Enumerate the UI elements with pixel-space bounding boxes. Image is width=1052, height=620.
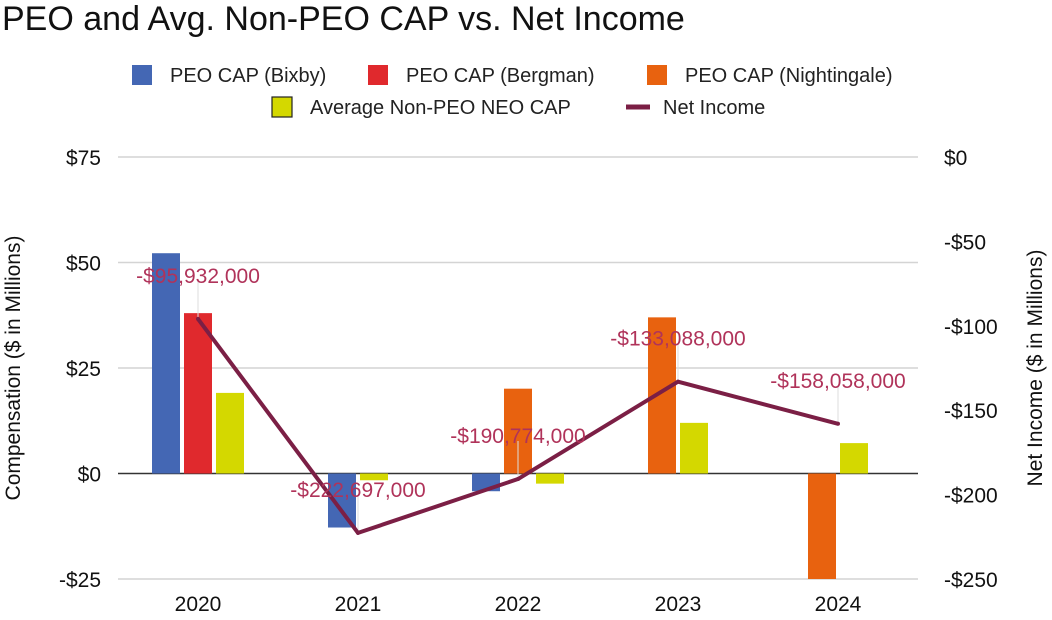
y-axis-title: Compensation ($ in Millions)	[2, 236, 25, 501]
legend-label-peo-cap-bergman: PEO CAP (Bergman)	[406, 65, 595, 87]
y-tick-label: $75	[66, 147, 101, 170]
legend-swatch-peo-cap-bixby	[132, 65, 152, 85]
net-income-point-2021	[356, 530, 360, 535]
legend-label-net-income: Net Income	[663, 97, 765, 119]
data-labels: -$95,932,000 -$222,697,000 -$190,774,000 -$…	[136, 265, 906, 502]
bar-peo-cap-bergman-2020	[184, 313, 212, 474]
y2-tick-label: -$200	[944, 485, 998, 508]
bar-peo-cap-nightingale-2024	[808, 473, 836, 579]
net-income-label-2022: -$190,774,000	[450, 425, 585, 448]
legend-label-peo-cap-bixby: PEO CAP (Bixby)	[170, 65, 326, 87]
axis-labels: $75 $50 $25 $0 -$25 $0 -$50 -$100 -$150 -$200 -$25…	[2, 147, 1047, 616]
bar-average-non-peo-neo-cap-2020	[216, 392, 244, 474]
legend-swatch-peo-cap-nightingale	[647, 65, 667, 85]
x-tick-label: 2020	[175, 593, 222, 616]
y-tick-label: $25	[66, 358, 101, 381]
legend-label-peo-cap-nightingale: PEO CAP (Nightingale)	[685, 65, 893, 87]
net-income-point-2020	[196, 316, 200, 321]
net-income-point-2022	[516, 477, 520, 482]
gridlines	[118, 156, 918, 580]
net-income-point-2023	[676, 379, 680, 384]
legend-swatch-peo-cap-bergman	[368, 65, 388, 85]
y2-tick-label: -$50	[944, 231, 986, 254]
net-income-line-group	[196, 280, 840, 535]
net-income-label-2024: -$158,058,000	[770, 370, 905, 393]
net-income-label-2020: -$95,932,000	[136, 265, 260, 288]
net-income-label-2023: -$133,088,000	[610, 328, 745, 351]
y-tick-label: $0	[78, 464, 101, 487]
y2-tick-label: -$150	[944, 400, 998, 423]
bar-average-non-peo-neo-cap-2023	[680, 422, 708, 474]
y2-tick-label: -$100	[944, 316, 998, 339]
x-tick-label: 2022	[495, 593, 542, 616]
y2-tick-label: -$250	[944, 569, 998, 592]
bar-average-non-peo-neo-cap-2022	[536, 473, 564, 484]
legend-label-average-non-peo-neo-cap: Average Non-PEO NEO CAP	[310, 97, 571, 119]
net-income-point-2024	[836, 421, 840, 426]
bar-peo-cap-bixby-2020	[152, 253, 180, 474]
net-income-label-2021: -$222,697,000	[290, 479, 425, 502]
y-tick-label: $50	[66, 253, 101, 276]
x-tick-label: 2024	[815, 593, 862, 616]
y-tick-label: -$25	[59, 569, 101, 592]
x-tick-label: 2021	[335, 593, 382, 616]
bar-average-non-peo-neo-cap-2021	[360, 473, 388, 481]
y2-axis-title: Net Income ($ in Millions)	[1024, 250, 1047, 487]
chart-title: PEO and Avg. Non-PEO CAP vs. Net Income	[2, 0, 685, 38]
bar-average-non-peo-neo-cap-2024	[840, 443, 868, 474]
y2-tick-label: $0	[944, 147, 967, 170]
legend: PEO CAP (Bixby) PEO CAP (Bergman) PEO CAP …	[132, 65, 893, 119]
legend-swatch-average-non-peo-neo-cap	[271, 96, 293, 118]
x-tick-label: 2023	[655, 593, 702, 616]
bars	[152, 253, 868, 579]
